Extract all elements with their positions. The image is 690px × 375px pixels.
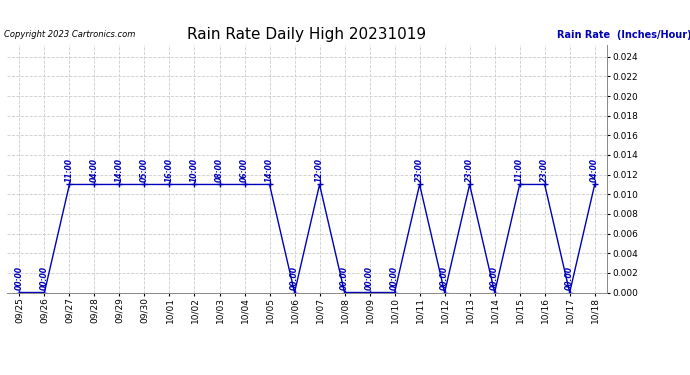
Text: 04:00: 04:00	[90, 158, 99, 182]
Text: 06:00: 06:00	[240, 158, 249, 182]
Text: 00:00: 00:00	[565, 266, 574, 290]
Text: 08:00: 08:00	[215, 158, 224, 182]
Text: 00:00: 00:00	[390, 266, 399, 290]
Title: Rain Rate Daily High 20231019: Rain Rate Daily High 20231019	[188, 27, 426, 42]
Text: 00:00: 00:00	[365, 266, 374, 290]
Text: 11:00: 11:00	[515, 158, 524, 182]
Text: 04:00: 04:00	[590, 158, 599, 182]
Text: Copyright 2023 Cartronics.com: Copyright 2023 Cartronics.com	[4, 30, 135, 39]
Text: 14:00: 14:00	[265, 158, 274, 182]
Text: 23:00: 23:00	[415, 158, 424, 182]
Text: 00:00: 00:00	[290, 266, 299, 290]
Text: 00:00: 00:00	[40, 266, 49, 290]
Text: 14:00: 14:00	[115, 158, 124, 182]
Text: 12:00: 12:00	[315, 158, 324, 182]
Text: 16:00: 16:00	[165, 158, 174, 182]
Text: 00:00: 00:00	[15, 266, 24, 290]
Text: 11:00: 11:00	[65, 158, 74, 182]
Text: Rain Rate  (Inches/Hour): Rain Rate (Inches/Hour)	[557, 30, 690, 40]
Text: 00:00: 00:00	[490, 266, 499, 290]
Text: 05:00: 05:00	[140, 158, 149, 182]
Text: 10:00: 10:00	[190, 158, 199, 182]
Text: 23:00: 23:00	[465, 158, 474, 182]
Text: 00:00: 00:00	[440, 266, 449, 290]
Text: 23:00: 23:00	[540, 158, 549, 182]
Text: 00:00: 00:00	[340, 266, 349, 290]
